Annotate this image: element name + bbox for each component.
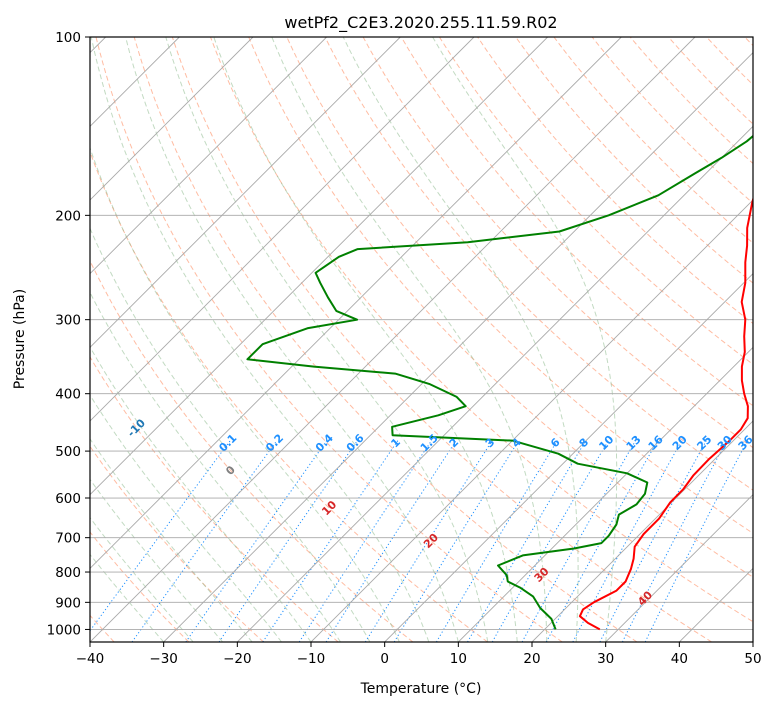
mixing-ratio-line — [545, 440, 659, 642]
y-tick-label: 500 — [55, 444, 81, 460]
mixing-ratio-line — [435, 440, 558, 642]
isotherms — [90, 37, 753, 642]
mixing-ratio-line — [185, 440, 328, 642]
moist-adiabat-line — [342, 37, 579, 642]
x-tick-label: 30 — [597, 651, 614, 667]
mixing-ratio-line — [262, 440, 399, 642]
isotherm-line — [384, 273, 753, 642]
moist-adiabat-line — [90, 394, 282, 642]
isotherm-line — [531, 420, 753, 642]
dry-adiabat-line — [90, 259, 414, 642]
isotherm-line — [237, 125, 753, 642]
moist-adiabat-line — [90, 291, 341, 642]
dry-adiabat-line — [324, 37, 753, 491]
mixing-ratio-lines — [90, 440, 748, 642]
moist-adiabat-line — [90, 37, 430, 642]
mixing-ratio-line — [218, 440, 358, 642]
moist-adiabat-line — [432, 37, 618, 642]
plot-area — [90, 37, 753, 642]
y-tick-label: 400 — [55, 387, 81, 403]
isotherm-line — [163, 52, 753, 642]
temperature-profile-line — [578, 196, 753, 631]
y-tick-label: 300 — [55, 313, 81, 329]
x-tick-label: −30 — [149, 651, 178, 667]
mixing-ratio-line — [298, 440, 432, 642]
isotherm-line — [90, 37, 327, 275]
x-axis: −40 −30 −20 −10 0 10 20 30 40 50 — [76, 642, 762, 667]
isotherm-line — [458, 346, 753, 642]
plot-frame — [89, 36, 754, 643]
moist-adiabat-line — [90, 478, 223, 642]
mixing-ratio-line — [325, 440, 457, 642]
isotherm-line — [310, 199, 753, 642]
dry-adiabat-line — [95, 37, 563, 642]
dry-adiabat-line — [90, 150, 488, 642]
moist-adiabat-line — [90, 146, 400, 642]
y-tick-label: 800 — [55, 565, 81, 581]
profile-lines — [246, 134, 753, 631]
x-tick-label: −20 — [223, 651, 252, 667]
isotherm-line — [90, 37, 548, 496]
isotherm-line — [90, 37, 254, 201]
x-tick-label: −10 — [297, 651, 326, 667]
mixing-ratio-line — [467, 440, 587, 642]
y-axis-label: Pressure (hPa) — [12, 289, 28, 389]
dewpoint-profile-line — [246, 134, 753, 630]
dry-adiabat-line — [438, 37, 753, 366]
dry-adiabat-line — [90, 531, 190, 642]
chart-title: wetPf2_C2E3.2020.255.11.59.R02 — [284, 13, 557, 33]
dry-adiabat-line — [171, 37, 712, 642]
x-tick-label: 40 — [671, 651, 688, 667]
moist-adiabat-line — [90, 437, 253, 642]
isotherm-line — [90, 37, 401, 348]
dry-adiabat-line — [477, 37, 753, 325]
moist-adiabat-line — [213, 37, 518, 642]
isotherm-line — [90, 37, 696, 642]
y-tick-label: 600 — [55, 491, 81, 507]
dry-adiabat-line — [286, 37, 753, 534]
dry-adiabat-line — [210, 37, 753, 623]
x-tick-label: 20 — [523, 651, 540, 667]
isotherm-line — [90, 37, 475, 422]
moist-adiabat-line — [90, 227, 371, 642]
moist-adiabat-line — [125, 37, 459, 642]
mixing-ratio-line — [491, 440, 609, 642]
dry-adiabat-line — [553, 37, 753, 244]
x-tick-label: −40 — [76, 651, 105, 667]
dry-adiabat-line — [133, 37, 638, 642]
y-tick-label: 200 — [55, 208, 81, 224]
dry-adiabat-line — [248, 37, 753, 578]
x-axis-label: Temperature (°C) — [360, 681, 482, 697]
x-tick-label: 50 — [744, 651, 761, 667]
isotherm-line — [605, 494, 753, 642]
y-tick-label: 1000 — [47, 622, 81, 638]
y-axis: 100 200 300 400 500 600 700 800 900 1000 — [47, 30, 90, 638]
moist-adiabat-line — [165, 37, 489, 642]
dry-adiabat-line — [400, 37, 753, 407]
isotherm-line — [90, 37, 622, 569]
x-tick-label: 10 — [450, 651, 467, 667]
y-tick-label: 900 — [55, 595, 81, 611]
mixing-ratio-line — [364, 440, 493, 642]
y-tick-label: 700 — [55, 531, 81, 547]
x-tick-label: 0 — [380, 651, 389, 667]
dry-adiabat-line — [591, 37, 753, 204]
y-tick-label: 100 — [55, 30, 81, 46]
mixing-ratio-line — [644, 440, 748, 642]
